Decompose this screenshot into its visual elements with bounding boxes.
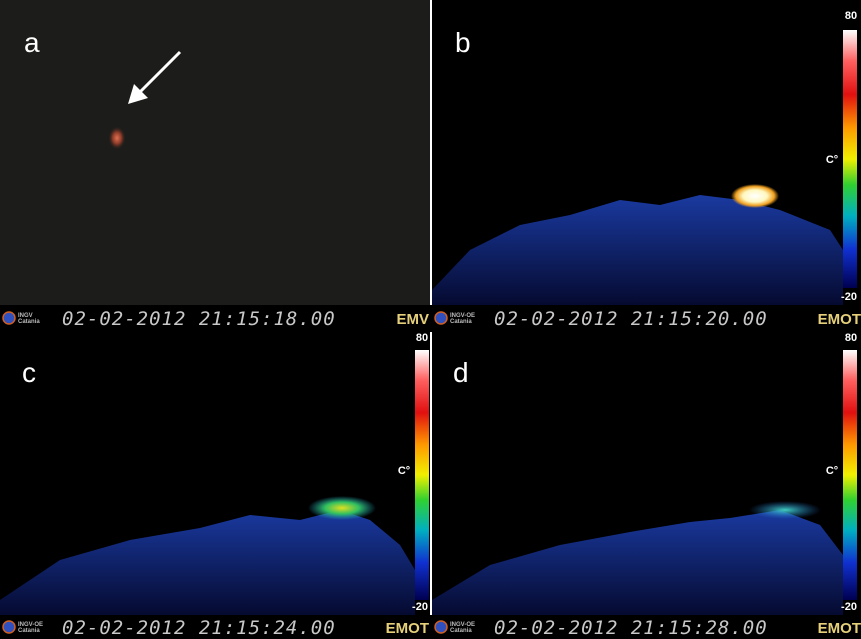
panel-label: c: [22, 357, 36, 388]
camera-name: EMOT: [818, 311, 861, 328]
panel-a: a: [0, 0, 430, 305]
panel-c: c 80 C° -20: [0, 332, 430, 615]
colorbar-min: -20: [841, 601, 857, 613]
logo-text: Catania: [18, 319, 40, 325]
colorbar-unit: C°: [826, 465, 838, 477]
camera-name: EMV: [396, 311, 429, 328]
camera-name: EMOT: [818, 620, 861, 637]
hot-spot: [749, 501, 821, 519]
panel-label: b: [455, 27, 471, 58]
panel-label: a: [24, 27, 40, 58]
logo-text: Catania: [450, 319, 472, 325]
logo-globe: [435, 621, 447, 633]
timestamp: 02-02-2012 21:15:18.00: [62, 308, 336, 330]
hot-spot: [308, 496, 376, 520]
figure: a b 80 C° -20 c 80 C° -20 d 80 C° -20 IN…: [0, 0, 861, 639]
logo-globe: [435, 312, 447, 324]
colorbar-unit: C°: [826, 154, 838, 166]
timestamp: 02-02-2012 21:15:28.00: [494, 617, 768, 639]
colorbar-min: -20: [412, 601, 428, 613]
colorbar: [415, 350, 429, 600]
timestamp: 02-02-2012 21:15:24.00: [62, 617, 336, 639]
panel-d: d 80 C° -20: [432, 332, 861, 615]
camera-name: EMOT: [386, 620, 429, 637]
logo-globe: [3, 621, 15, 633]
colorbar-min: -20: [841, 291, 857, 303]
panel-label: d: [453, 357, 469, 388]
colorbar: [843, 350, 857, 600]
panel-b: b 80 C° -20: [432, 0, 861, 305]
colorbar: [843, 30, 857, 288]
colorbar-max: 80: [416, 332, 428, 344]
timestamp: 02-02-2012 21:15:20.00: [494, 308, 768, 330]
logo-text: Catania: [450, 628, 472, 634]
glow-spot: [108, 126, 126, 150]
colorbar-max: 80: [845, 10, 857, 22]
logo-globe: [3, 312, 15, 324]
visible-image: [0, 0, 430, 305]
colorbar-unit: C°: [398, 465, 410, 477]
colorbar-max: 80: [845, 332, 857, 344]
logo-text: Catania: [18, 628, 40, 634]
hot-spot: [731, 184, 779, 208]
